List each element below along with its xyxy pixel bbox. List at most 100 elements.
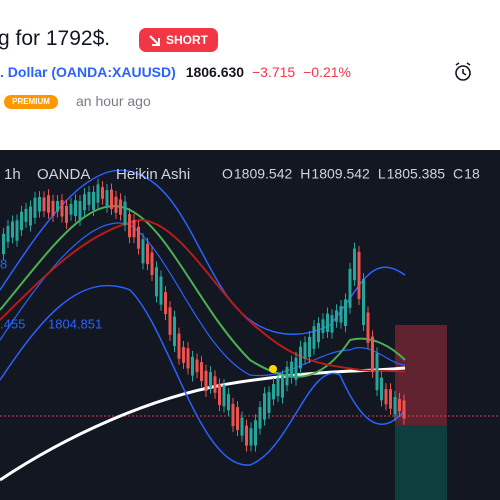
- candle: [56, 200, 59, 212]
- candle: [101, 187, 104, 199]
- candle: [384, 389, 388, 405]
- candle: [335, 310, 338, 322]
- candle: [141, 239, 145, 264]
- candle: [290, 361, 293, 378]
- candle: [128, 214, 131, 238]
- candle: [254, 420, 257, 446]
- candle: [173, 316, 176, 346]
- alarm-icon[interactable]: [452, 60, 476, 84]
- candle: [186, 348, 190, 369]
- band-lower: [0, 284, 406, 466]
- candle: [330, 315, 334, 333]
- candle: [6, 225, 10, 242]
- candle: [240, 417, 244, 436]
- candle: [200, 362, 203, 381]
- candle: [236, 407, 239, 431]
- chart: 1h OANDA Heikin Ashi O 1809.542 H 1809.542 L…: [0, 150, 500, 500]
- candle: [398, 398, 401, 412]
- candle: [38, 197, 41, 212]
- badge-text: SHORT: [166, 33, 208, 47]
- short-badge[interactable]: SHORT: [139, 28, 218, 52]
- candle: [137, 226, 140, 249]
- candle: [132, 219, 136, 238]
- candle: [380, 377, 383, 401]
- candle: [164, 292, 167, 315]
- ohlc-value: 1809.542: [311, 166, 370, 182]
- candle: [326, 313, 329, 332]
- candle: [119, 199, 122, 215]
- candle: [209, 372, 212, 388]
- candle: [263, 393, 266, 420]
- post-time: an hour ago: [76, 93, 151, 109]
- candle: [155, 267, 158, 297]
- candle: [2, 233, 5, 255]
- candle: [393, 397, 397, 415]
- candle: [78, 201, 82, 221]
- price: 1806.630: [185, 64, 245, 80]
- candle: [353, 248, 356, 281]
- indicator-b-1: 1804.851: [48, 316, 102, 331]
- candle: [308, 336, 311, 358]
- candle: [213, 376, 217, 393]
- candle: [344, 299, 347, 327]
- candle: [231, 403, 235, 427]
- candle: [15, 220, 19, 241]
- candle: [339, 306, 343, 323]
- candle: [321, 319, 325, 334]
- interval: 1h: [4, 166, 21, 183]
- premium-badge: PREMIUM: [4, 95, 58, 109]
- candle: [69, 203, 73, 215]
- candle: [362, 279, 365, 325]
- down-arrow-icon: [149, 35, 160, 46]
- candle: [299, 346, 302, 369]
- exchange: OANDA: [37, 166, 90, 183]
- ohlc-label: L: [378, 166, 386, 182]
- candle: [389, 389, 392, 409]
- candle: [96, 184, 100, 203]
- candle: [312, 326, 316, 349]
- candles: [2, 178, 406, 452]
- ohlc-label: O: [222, 166, 233, 182]
- change: −3.715: [251, 64, 296, 80]
- candle: [227, 394, 230, 411]
- candle: [348, 268, 352, 308]
- idea-title: g for 1792$.: [0, 27, 111, 50]
- candle: [110, 189, 113, 209]
- candle: [42, 197, 46, 212]
- symbol-ticker[interactable]: (OANDA:XAUUSD): [51, 64, 176, 80]
- indicator-a: 8: [0, 256, 7, 271]
- candle: [51, 200, 55, 216]
- candle: [92, 191, 95, 211]
- candle: [204, 370, 208, 392]
- chart-legend: 1h OANDA Heikin Ashi: [4, 166, 190, 183]
- ohlc-value: 1805.385: [387, 166, 446, 182]
- candle: [105, 190, 109, 207]
- candle: [24, 208, 28, 222]
- ma-fast: [0, 205, 406, 378]
- candle: [20, 211, 23, 231]
- candle: [114, 196, 118, 213]
- indicator-b-0: .455: [0, 316, 25, 331]
- candle: [222, 385, 226, 407]
- candle: [402, 400, 406, 419]
- candle: [11, 221, 14, 238]
- marker: [269, 365, 277, 373]
- change-pct: −0.21%: [303, 64, 351, 80]
- candle: [65, 205, 68, 223]
- candle: [182, 347, 185, 363]
- candle: [285, 366, 289, 386]
- candle: [272, 384, 275, 400]
- symbol-name[interactable]: . Dollar: [0, 64, 48, 80]
- candle: [123, 201, 127, 226]
- band-mid: [0, 222, 406, 377]
- candle: [83, 194, 86, 211]
- candle: [317, 323, 320, 343]
- candle: [150, 252, 154, 275]
- candle: [87, 192, 91, 205]
- candle: [177, 333, 181, 359]
- ma-slow: [0, 218, 406, 373]
- ohlc-label: H: [300, 166, 310, 182]
- candle: [258, 407, 262, 429]
- candle: [195, 359, 199, 373]
- candle: [357, 251, 361, 300]
